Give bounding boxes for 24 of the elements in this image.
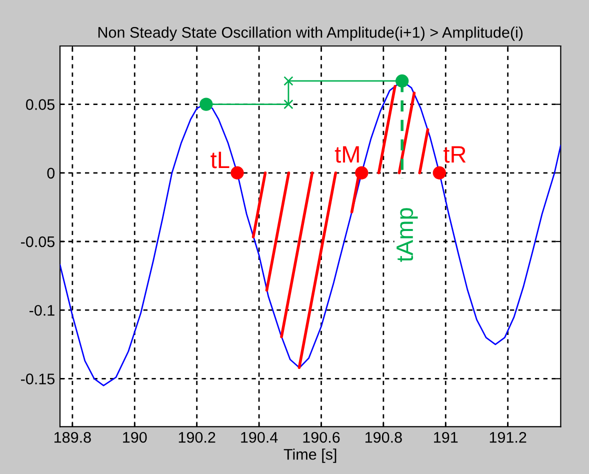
point [432, 166, 446, 180]
point [230, 166, 244, 180]
y-tick-label: 0.05 [26, 99, 54, 110]
annotation: tR [444, 146, 466, 163]
y-tick-label: -0.15 [21, 374, 54, 384]
annotation: tM [334, 146, 359, 163]
x-axis-title: Time [s] [284, 448, 336, 463]
annotation: tL [210, 152, 230, 168]
point [396, 74, 409, 88]
x-tick-label: 190.6 [303, 432, 340, 443]
chart-title: Non Steady State Oscillation with Amplitude(i+1) > Amplitude(i) [98, 26, 523, 41]
x-tick-label: 190.4 [241, 432, 278, 443]
x-tick-label: 190.2 [178, 432, 216, 443]
x-tick-label: 190.8 [365, 432, 402, 443]
y-tick-label: -0.1 [29, 304, 54, 316]
point [355, 166, 368, 180]
x-tick-label: 191 [434, 432, 458, 443]
x-tick-label: 190 [123, 432, 147, 443]
x-tick-label: 191.2 [490, 432, 526, 443]
y-tick-label: -0.05 [21, 236, 54, 248]
annotation: tAmp [396, 208, 418, 262]
x-tick-label: 189.8 [54, 432, 91, 443]
y-tick-label: 0 [47, 168, 55, 179]
point [200, 98, 213, 111]
